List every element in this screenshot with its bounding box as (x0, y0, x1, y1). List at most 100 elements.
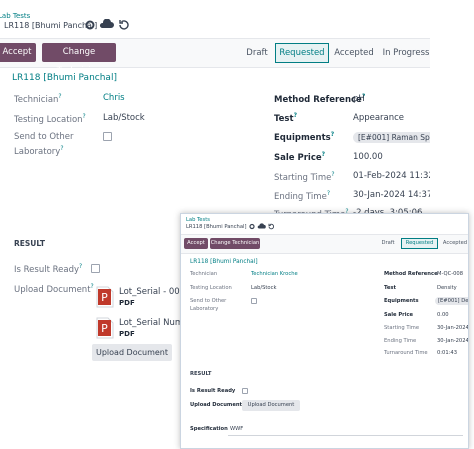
field-label: Test? (274, 112, 297, 124)
help: ? (293, 112, 298, 119)
field-value: 30-Jan-2024 (437, 325, 469, 331)
checkbox[interactable] (103, 132, 112, 141)
stage[interactable]: Draft (381, 240, 395, 246)
field-label: Is Result Ready (190, 388, 236, 394)
checkbox[interactable] (91, 264, 100, 273)
discard-icon[interactable] (268, 223, 275, 230)
toolbar-icons (85, 19, 129, 30)
breadcrumb[interactable]: Lab Tests (186, 217, 210, 223)
field-value: Lab/Stock (251, 285, 277, 291)
change-technician-button[interactable]: Change Technician (210, 238, 260, 249)
field-label: Send to Other Laboratory? (14, 132, 94, 158)
field-value: WWF (230, 426, 244, 432)
field-value: 0:01:43 (437, 350, 457, 356)
field-label: Method Reference? (274, 93, 365, 105)
discard-icon[interactable] (119, 20, 129, 30)
help: ? (331, 171, 335, 178)
stage[interactable]: Accepted (334, 48, 374, 58)
label-text: Equipments (274, 132, 331, 143)
field-label: Is Result Ready? (14, 263, 82, 275)
field-value: Density (437, 285, 457, 291)
equipment-tag[interactable]: [E#001] Den (435, 297, 468, 305)
toolbar-icons (249, 223, 275, 230)
front-window: Lab Tests LR118 [Bhumi Panchal] Accept C… (180, 213, 469, 449)
stage[interactable]: Draft (246, 48, 268, 58)
field-label: Technician? (14, 93, 62, 105)
field-value: 01-Feb-2024 11:32:01 (353, 171, 430, 181)
save-icon[interactable] (99, 19, 114, 28)
label-text: Technician (14, 94, 59, 105)
stage-active[interactable]: Requested (275, 43, 329, 63)
form-title: LR118 [Bhumi Panchal] (12, 73, 117, 83)
field-label: Starting Time (384, 325, 420, 331)
field-value: 30-Jan-2024 (437, 338, 469, 344)
field-label: Ending Time? (274, 190, 330, 202)
help: ? (330, 131, 335, 138)
label-text: Testing Location (14, 114, 83, 125)
field-label: Equipments? (274, 131, 334, 143)
svg-text:P: P (101, 322, 108, 335)
help: ? (345, 208, 349, 215)
field-label: Technician (190, 271, 218, 277)
field-value: 0.00 (437, 312, 449, 318)
label-text: Send to Other Laboratory (14, 132, 74, 157)
help: ? (321, 151, 326, 158)
help: ? (82, 113, 86, 120)
help: ? (326, 190, 330, 197)
section-heading: RESULT (14, 239, 46, 248)
field-value: 30-Jan-2024 14:37:07 (353, 190, 430, 200)
spec-underline (228, 435, 463, 436)
label-text: Is Result Ready (14, 264, 79, 275)
field-label: Send to Other Laboratory (190, 298, 227, 312)
stage[interactable]: Accepted (442, 240, 468, 246)
field-value: Lab/Stock (103, 113, 145, 123)
field-value: Appearance (353, 113, 405, 123)
breadcrumb[interactable]: Lab Tests (0, 12, 31, 20)
help: ? (361, 93, 366, 100)
field-value: pH (353, 94, 365, 104)
help: ? (58, 93, 62, 100)
stage-active[interactable]: Requested (401, 238, 438, 249)
file-type: PDF (119, 299, 135, 307)
label-text: Upload Document (14, 284, 91, 295)
field-label: Sale Price? (274, 151, 325, 163)
field-label: Testing Location? (14, 113, 86, 125)
label-text: Sale Price (274, 152, 322, 163)
field-value[interactable]: Chris (103, 93, 125, 103)
field-label: Upload Document (190, 402, 243, 408)
upload-button[interactable]: Upload Document (242, 400, 300, 411)
help: ? (90, 283, 94, 290)
help: ? (79, 263, 83, 270)
field-label: Specification (190, 426, 228, 432)
section-heading: RESULT (190, 371, 212, 377)
field-label: Method Reference (384, 271, 438, 277)
file-name[interactable]: Lot_Serial Number (119, 318, 198, 328)
label-text: Method Reference (274, 94, 362, 105)
upload-button[interactable]: Upload Document (92, 344, 172, 361)
accept-button[interactable]: Accept (184, 238, 208, 249)
pdf-icon: P (96, 286, 114, 308)
file-name[interactable]: Lot_Serial - 000000 (119, 287, 202, 297)
field-label: Starting Time? (274, 171, 335, 183)
field-label: Upload Document? (14, 283, 94, 295)
field-label: Testing Location (190, 285, 232, 291)
svg-text:P: P (101, 291, 108, 304)
change-technician-button[interactable]: Change Technician (42, 43, 116, 76)
stage[interactable]: In Progress (382, 48, 430, 58)
gear-icon[interactable] (85, 20, 95, 30)
label-text: Starting Time (274, 172, 332, 183)
accept-button[interactable]: Accept (0, 43, 36, 62)
label-text: Ending Time (274, 191, 327, 202)
help: ? (60, 145, 64, 152)
field-value: M-QC-008 (437, 271, 464, 277)
checkbox[interactable] (251, 298, 257, 304)
save-icon[interactable] (257, 223, 266, 229)
field-label: Test (384, 285, 396, 291)
gear-icon[interactable] (249, 223, 255, 230)
field-value[interactable]: Technician Kroche (251, 271, 298, 277)
equipment-tag[interactable]: [E#001] Raman Spectro (353, 132, 430, 143)
form-title: LR118 [Bhumi Panchal] (190, 259, 258, 265)
checkbox[interactable] (242, 388, 248, 394)
field-label: Ending Time (384, 338, 417, 344)
